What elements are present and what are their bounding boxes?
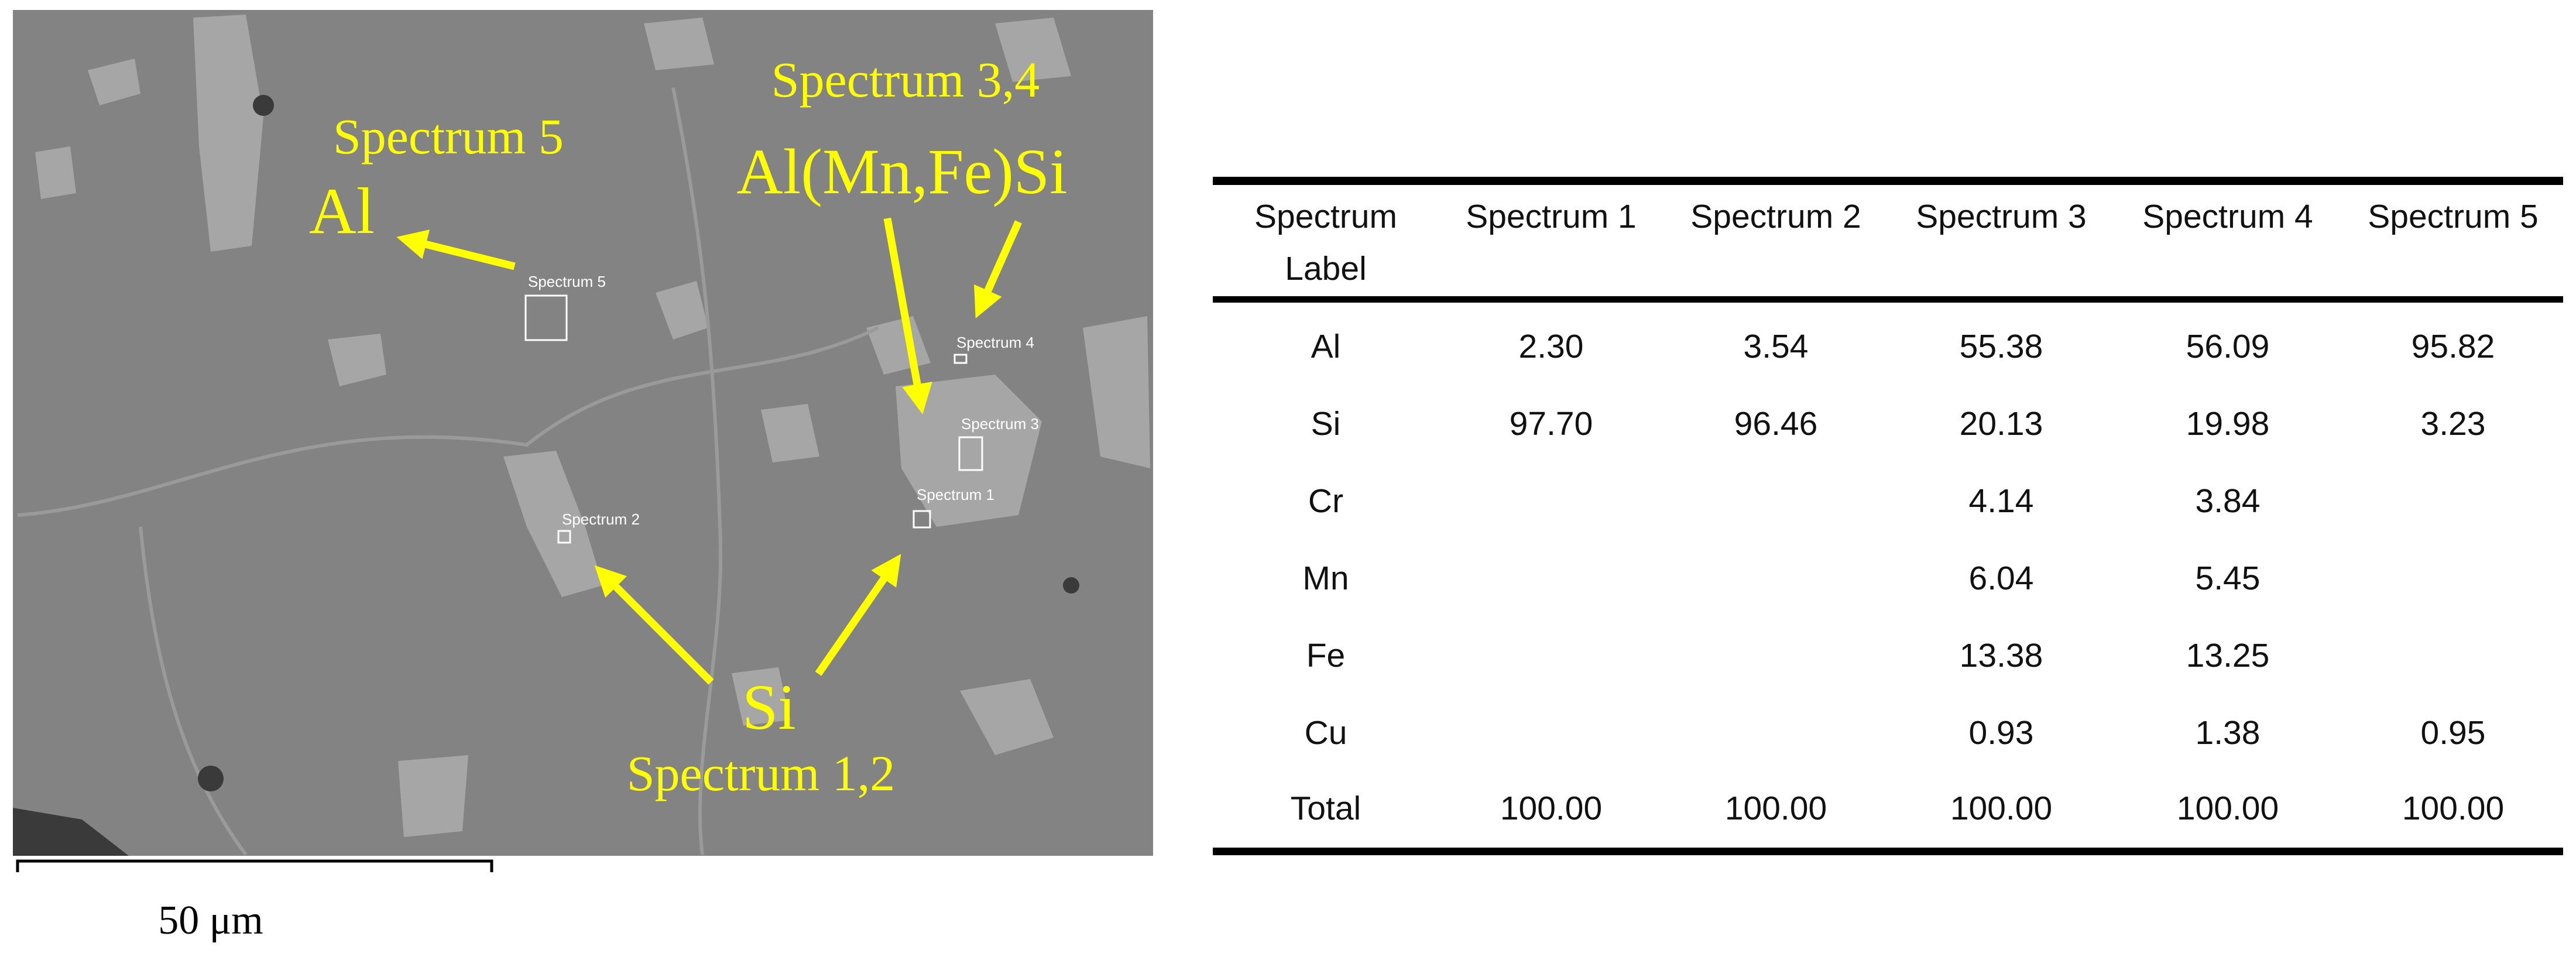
table-cell: 6.04 [1968, 560, 2034, 597]
spectrum-marker-label: Spectrum 2 [562, 510, 640, 528]
table-cell: 100.00 [1500, 790, 1603, 827]
spectrum-marker-label: Spectrum 1 [917, 486, 994, 503]
spectrum-marker-label: Spectrum 4 [956, 334, 1034, 351]
spectrum-box [958, 436, 983, 471]
table-rule [1213, 848, 2563, 855]
arrow [883, 217, 932, 414]
header-cell: Spectrum 4 [2142, 198, 2313, 235]
annotation: Si [742, 671, 796, 743]
row-label: Al [1311, 328, 1341, 365]
table-cell: 3.54 [1743, 328, 1809, 365]
table-cell: 96.46 [1734, 405, 1818, 443]
table-cell: 100.00 [1950, 790, 2053, 827]
spectrum-box [953, 354, 968, 364]
row-label: Cu [1304, 714, 1347, 752]
table-cell: 0.95 [2420, 714, 2486, 752]
table-cell: 13.38 [1959, 637, 2043, 674]
sem-figure: Spectrum 5 Spectrum 4 Spectrum 3 Spectru… [13, 10, 1153, 943]
table-cell: 100.00 [1724, 790, 1827, 827]
row-label: Mn [1302, 560, 1349, 597]
table-rule [1213, 177, 2563, 185]
row-label: Total [1290, 790, 1361, 827]
scale-bar-label: 50 μm [158, 898, 263, 943]
table-cell: 3.84 [2195, 482, 2261, 520]
sem-dark-spots [13, 95, 1079, 856]
spectrum-marker-label: Spectrum 3 [961, 415, 1039, 433]
annotation: Spectrum 5 [333, 108, 564, 164]
header-cell: Spectrum 1 [1466, 198, 1637, 235]
table-cell: 100.00 [2402, 790, 2505, 827]
table-cell: 19.98 [2186, 405, 2270, 443]
arrow [815, 554, 901, 676]
table-cell: 97.70 [1509, 405, 1593, 443]
header-cell: Spectrum 5 [2368, 198, 2539, 235]
table-cell: 0.93 [1968, 714, 2034, 752]
arrow [974, 220, 1022, 318]
table-rule [1213, 296, 2563, 303]
sem-texture [35, 15, 1150, 837]
spectrum-box [913, 510, 931, 529]
table-cell: 20.13 [1959, 405, 2043, 443]
table-cell: 55.38 [1959, 328, 2043, 365]
arrow [594, 565, 714, 685]
table-cell: 3.23 [2420, 405, 2486, 443]
annotation: Spectrum 1,2 [627, 745, 896, 801]
scale-bar [16, 859, 493, 872]
table-cell: 100.00 [2176, 790, 2279, 827]
table-cell: 2.30 [1518, 328, 1584, 365]
row-label: Si [1311, 405, 1341, 443]
row-label: Fe [1306, 637, 1346, 674]
header-cell: Spectrum Label [1254, 198, 1397, 287]
table-cell: 5.45 [2195, 560, 2261, 597]
annotation: Al(Mn,Fe)Si [736, 136, 1067, 207]
spectrum-box [557, 530, 571, 544]
table-cell: 95.82 [2411, 328, 2495, 365]
row-label: Cr [1308, 482, 1344, 520]
table-cell: 13.25 [2186, 637, 2270, 674]
table-cell: 1.38 [2195, 714, 2261, 752]
annotation: Spectrum 3,4 [771, 52, 1040, 108]
spectrum-box [524, 294, 568, 341]
table-cell: 4.14 [1968, 482, 2034, 520]
header-cell: Spectrum 3 [1916, 198, 2087, 235]
spectrum-marker-label: Spectrum 5 [528, 273, 606, 290]
table-cell: 56.09 [2186, 328, 2270, 365]
grain-boundaries [17, 87, 879, 856]
header-cell: Spectrum 2 [1690, 198, 1861, 235]
annotation: Al [309, 175, 375, 248]
arrow [396, 229, 516, 270]
